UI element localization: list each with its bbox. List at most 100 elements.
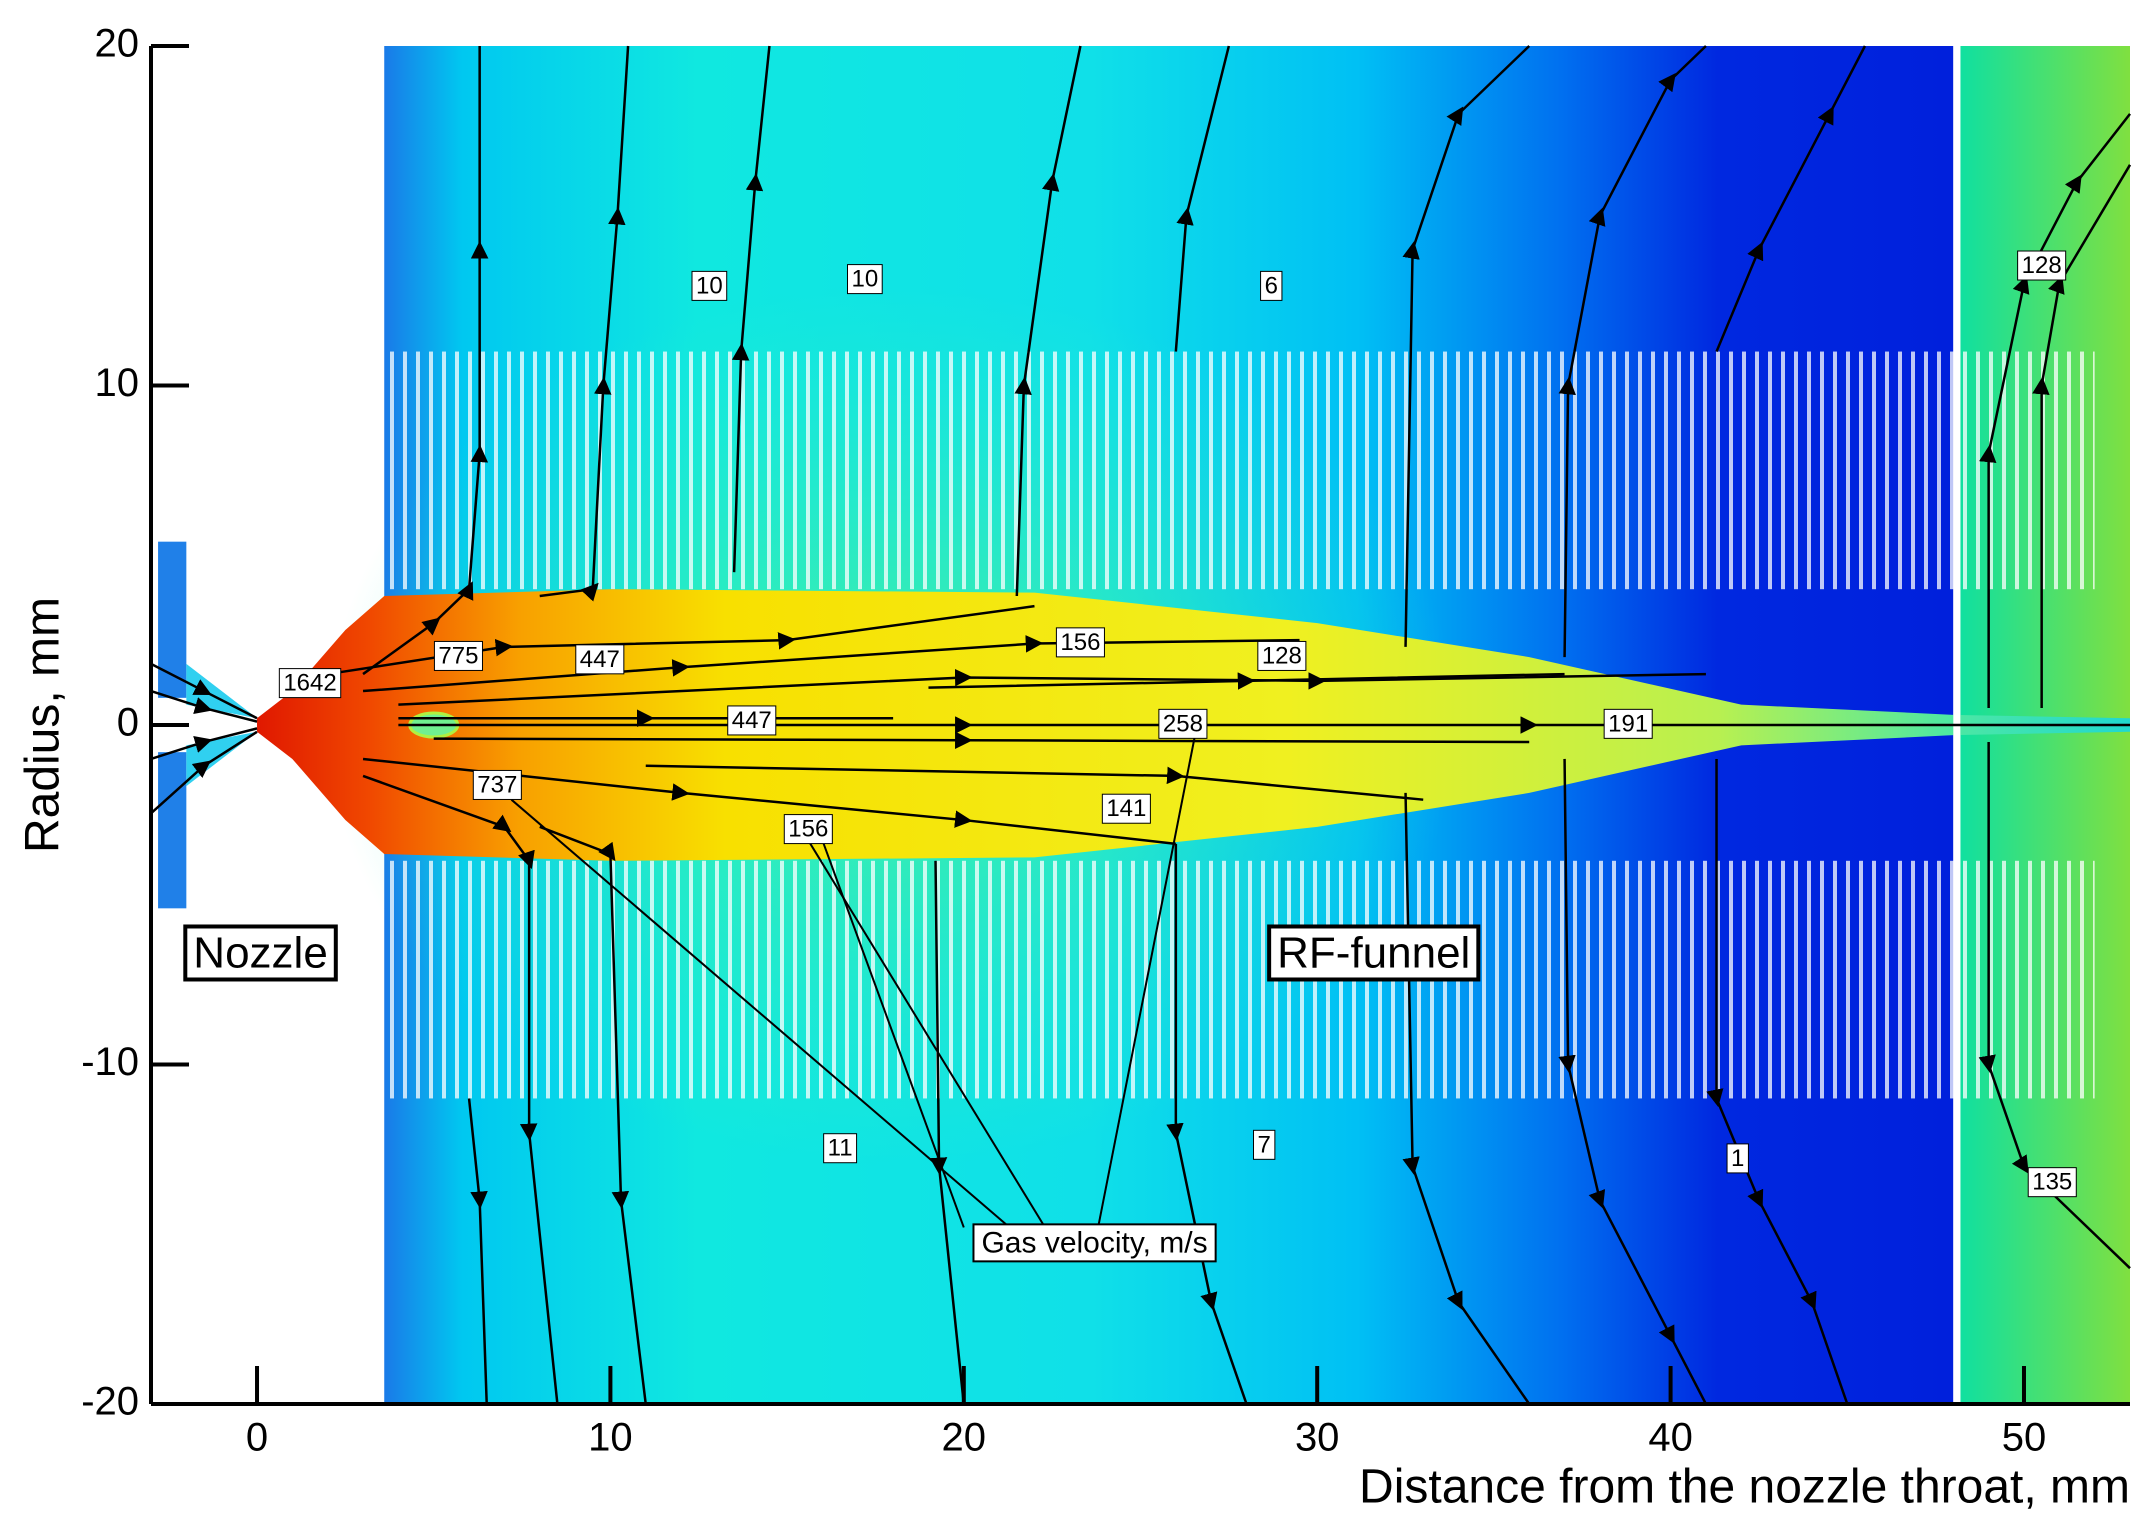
- contour-label: 775: [433, 640, 483, 671]
- streamline: [150, 727, 258, 761]
- streamline: [1166, 843, 1248, 1405]
- contour-label: 1: [1726, 1143, 1749, 1174]
- contour-value: 156: [788, 816, 828, 843]
- contour-label: 156: [783, 814, 833, 845]
- annotation-box: [972, 1223, 1217, 1263]
- streamline: [928, 672, 1565, 690]
- x-tick-label: 40: [1648, 1416, 1693, 1460]
- contour-value: 156: [1060, 629, 1100, 656]
- contour-label: 6: [1260, 270, 1283, 301]
- label-box: [727, 705, 777, 736]
- streamline: [1014, 45, 1082, 597]
- streamline: [150, 730, 258, 815]
- x-tick-label: 0: [246, 1416, 268, 1460]
- label-box: [1603, 708, 1653, 739]
- label-box: [1101, 793, 1151, 824]
- y-tick-label: 20: [95, 22, 140, 66]
- x-tick-label: 20: [942, 1416, 987, 1460]
- annotation-box: [183, 924, 338, 982]
- streamline: [362, 635, 1300, 693]
- contour-label: 10: [847, 264, 883, 295]
- contour-value: 191: [1608, 710, 1648, 737]
- contour-value: 447: [732, 707, 772, 734]
- leader-line: [1097, 724, 1199, 1228]
- contour-value: 258: [1163, 710, 1203, 737]
- contour-value: 141: [1106, 795, 1146, 822]
- streamline: [433, 731, 1530, 750]
- leader-line: [510, 798, 1011, 1229]
- label-box: [691, 270, 728, 301]
- streamline: [731, 45, 771, 573]
- contour-value: 737: [477, 771, 517, 798]
- streamline: [362, 46, 489, 676]
- label-box: [1253, 1129, 1276, 1160]
- nozzle-flow: [186, 663, 258, 719]
- electrodes: [384, 351, 2095, 590]
- electrodes: [384, 860, 2095, 1099]
- contour-value: 128: [1262, 642, 1302, 669]
- label-box: [823, 1133, 858, 1164]
- contour-value: 128: [2022, 252, 2062, 279]
- axes: -20 -10 0 10 20 0 10 20 30 40 50: [81, 22, 2130, 1460]
- streamline: [1979, 113, 2131, 709]
- y-tick-label: -10: [81, 1040, 139, 1084]
- label-box: [847, 264, 883, 295]
- streamline: [539, 825, 647, 1405]
- streamline: [1558, 758, 1708, 1405]
- x-tick-label: 50: [2002, 1416, 2047, 1460]
- label-box: [278, 668, 342, 699]
- y-tick-label: -20: [81, 1380, 139, 1424]
- label-box: [472, 769, 522, 800]
- contour-label: 11: [823, 1133, 858, 1164]
- contour-value: 135: [2032, 1169, 2072, 1196]
- annotation-text: RF-funnel: [1277, 928, 1470, 977]
- contour-label: 191: [1603, 708, 1653, 739]
- streamline: [1715, 45, 1867, 353]
- contour-value: 10: [696, 272, 723, 299]
- contour-label: 141: [1101, 793, 1151, 824]
- streamline: [362, 757, 1176, 846]
- label-box: [1158, 708, 1208, 739]
- labels: 10 10 6 1642 775 447 156 128 447 258 191 737 156 141 1…: [183, 250, 2077, 1263]
- x-tick-label: 30: [1295, 1416, 1340, 1460]
- label-box: [575, 644, 625, 675]
- streamline: [1558, 45, 1707, 658]
- y-tick-label: 10: [95, 361, 140, 405]
- contour-value: 447: [580, 646, 620, 673]
- label-box: [783, 814, 833, 845]
- contour-label: 10: [691, 270, 728, 301]
- x-tick-label: 10: [588, 1416, 633, 1460]
- contour-value: 6: [1265, 272, 1278, 299]
- annotation: RF-funnel: [1267, 924, 1481, 982]
- streamlines: [150, 45, 2132, 1405]
- streamline: [362, 774, 559, 1405]
- contour-label: 258: [1158, 708, 1208, 739]
- annotation: Gas velocity, m/s: [972, 1223, 1217, 1263]
- streamline: [1706, 758, 1849, 1405]
- contour-value: 775: [438, 642, 478, 669]
- y-tick-label: 0: [117, 701, 139, 745]
- streamline: [1978, 741, 2131, 1270]
- streamline: [398, 668, 1706, 706]
- nozzle: [158, 752, 187, 909]
- label-box: [1055, 627, 1105, 658]
- contour-value: 7: [1258, 1131, 1271, 1158]
- contour-label: 128: [1257, 640, 1307, 671]
- label-box: [1257, 640, 1307, 671]
- label-box: [1726, 1143, 1749, 1174]
- streamline: [327, 604, 1035, 676]
- contour-label: 7: [1253, 1129, 1276, 1160]
- label-box: [1260, 270, 1283, 301]
- x-axis-label: Distance from the nozzle throat, mm: [1359, 1461, 2130, 1514]
- label-box: [2027, 1167, 2077, 1198]
- contour-value: 1: [1731, 1145, 1744, 1172]
- streamline: [150, 662, 258, 720]
- contour-label: 156: [1055, 627, 1105, 658]
- contour-label: 1642: [278, 668, 342, 699]
- annotation-text: Nozzle: [193, 928, 328, 977]
- annotation-text: Gas velocity, m/s: [981, 1226, 1207, 1259]
- label-box: [2017, 250, 2067, 281]
- streamline: [1174, 45, 1231, 352]
- streamline: [1402, 45, 1531, 647]
